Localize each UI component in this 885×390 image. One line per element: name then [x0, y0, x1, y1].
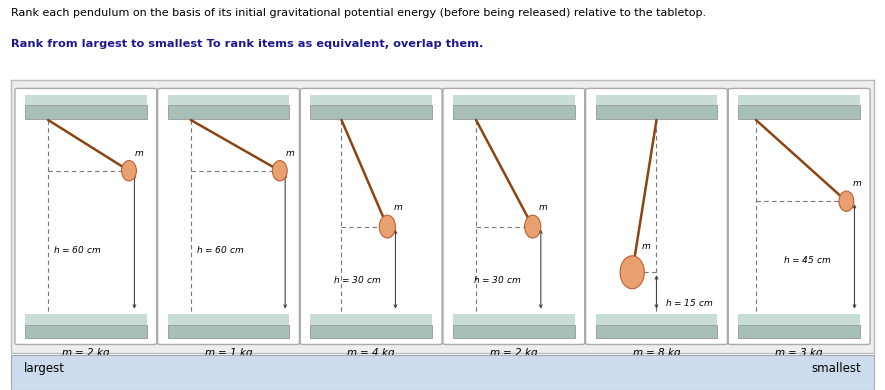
Bar — [168, 95, 289, 105]
Ellipse shape — [525, 215, 541, 238]
Ellipse shape — [380, 215, 396, 238]
Text: $h$ = 15 cm: $h$ = 15 cm — [665, 297, 713, 308]
FancyBboxPatch shape — [442, 89, 585, 344]
Bar — [453, 95, 574, 105]
Bar — [596, 325, 717, 338]
Bar — [738, 95, 860, 105]
Text: $h$ = 30 cm: $h$ = 30 cm — [473, 275, 522, 285]
Text: $m$ = 8 kg: $m$ = 8 kg — [632, 346, 681, 360]
Text: $m$: $m$ — [135, 149, 144, 158]
Text: $m$ = 2 kg: $m$ = 2 kg — [489, 346, 539, 360]
Bar — [168, 325, 289, 338]
Bar — [168, 105, 289, 119]
Bar — [311, 105, 432, 119]
Bar — [596, 314, 717, 325]
Ellipse shape — [620, 256, 644, 289]
Bar — [25, 325, 147, 338]
FancyBboxPatch shape — [15, 89, 157, 344]
Text: Rank each pendulum on the basis of its initial gravitational potential energy (b: Rank each pendulum on the basis of its i… — [11, 8, 705, 18]
Ellipse shape — [273, 161, 287, 181]
Text: $m$: $m$ — [851, 179, 862, 188]
Text: $h$ = 60 cm: $h$ = 60 cm — [53, 244, 102, 255]
Bar — [25, 105, 147, 119]
Bar — [453, 105, 574, 119]
Bar — [596, 95, 717, 105]
Bar — [25, 95, 147, 105]
Text: $m$: $m$ — [285, 149, 295, 158]
Text: smallest: smallest — [812, 362, 861, 376]
Text: $m$: $m$ — [641, 242, 650, 251]
Text: $m$: $m$ — [393, 203, 404, 212]
Bar — [168, 314, 289, 325]
Bar — [738, 105, 860, 119]
Ellipse shape — [121, 161, 136, 181]
Bar — [453, 314, 574, 325]
Text: $m$ = 3 kg: $m$ = 3 kg — [774, 346, 824, 360]
Bar — [738, 325, 860, 338]
FancyBboxPatch shape — [586, 89, 727, 344]
Text: Rank from largest to smallest To rank items as equivalent, overlap them.: Rank from largest to smallest To rank it… — [11, 39, 483, 49]
Text: $h$ = 30 cm: $h$ = 30 cm — [334, 275, 381, 285]
Text: $m$ = 2 kg: $m$ = 2 kg — [61, 346, 111, 360]
Bar — [25, 314, 147, 325]
Bar — [311, 95, 432, 105]
Text: $m$: $m$ — [538, 203, 549, 212]
Bar — [311, 325, 432, 338]
Bar — [453, 325, 574, 338]
Text: $h$ = 60 cm: $h$ = 60 cm — [196, 244, 244, 255]
Bar — [596, 105, 717, 119]
FancyBboxPatch shape — [158, 89, 299, 344]
Text: $m$ = 4 kg: $m$ = 4 kg — [346, 346, 396, 360]
Bar — [311, 314, 432, 325]
Text: $h$ = 45 cm: $h$ = 45 cm — [783, 254, 831, 265]
Bar — [738, 314, 860, 325]
Text: largest: largest — [24, 362, 65, 376]
FancyBboxPatch shape — [300, 89, 442, 344]
Text: $m$ = 1 kg: $m$ = 1 kg — [204, 346, 253, 360]
Ellipse shape — [839, 191, 854, 211]
FancyBboxPatch shape — [728, 89, 870, 344]
